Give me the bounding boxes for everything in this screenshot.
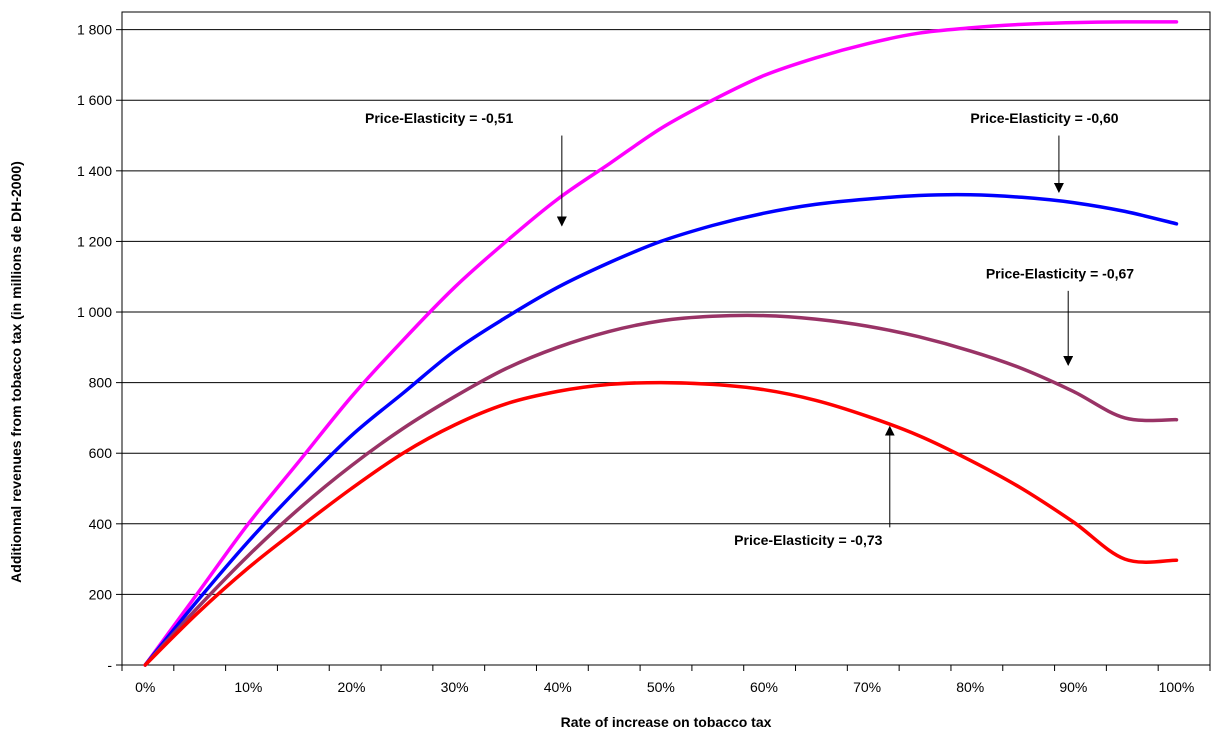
y-tick-label: 1 400 xyxy=(77,163,112,179)
y-tick-label: 400 xyxy=(89,516,113,532)
x-tick-label: 10% xyxy=(234,679,262,695)
annotation-label: Price-Elasticity = -0,51 xyxy=(365,110,513,126)
annotation-label: Price-Elasticity = -0,60 xyxy=(970,110,1118,126)
x-axis-ticks: 0% 10% 20% 30% 40% 50% 60% 70% 80% 90% 100% xyxy=(121,665,1211,695)
annotation-label: Price-Elasticity = -0,67 xyxy=(986,265,1134,281)
annotations: Price-Elasticity = -0,51 Price-Elasticity… xyxy=(365,110,1134,548)
x-tick-label: 70% xyxy=(853,679,881,695)
y-tick-label: 1 200 xyxy=(77,233,112,249)
x-tick-label: 40% xyxy=(544,679,572,695)
y-tick-label: - xyxy=(107,657,112,673)
y-tick-label: 200 xyxy=(89,586,113,602)
x-tick-label: 80% xyxy=(956,679,984,695)
x-tick-label: 60% xyxy=(750,679,778,695)
annotation-label: Price-Elasticity = -0,73 xyxy=(734,532,882,548)
series-lines xyxy=(143,20,1179,667)
x-tick-label: 0% xyxy=(135,679,155,695)
series-line-4 xyxy=(143,380,1179,667)
y-tick-label: 1 000 xyxy=(77,304,112,320)
y-tick-label: 1 800 xyxy=(77,22,112,38)
plot-area xyxy=(121,11,1211,666)
x-tick-label: 30% xyxy=(441,679,469,695)
y-axis-ticks: - 200 400 600 800 1 000 1 200 1 400 1 600 1 800 xyxy=(77,22,122,673)
x-axis-title: Rate of increase on tobacco tax xyxy=(561,714,772,730)
x-tick-label: 20% xyxy=(337,679,365,695)
x-tick-label: 50% xyxy=(647,679,675,695)
series-line-2 xyxy=(143,192,1179,667)
series-line-3 xyxy=(143,313,1179,667)
y-tick-label: 1 600 xyxy=(77,92,112,108)
y-tick-label: 600 xyxy=(89,445,113,461)
y-axis-title: Additionnal revenues from tobacco tax (i… xyxy=(8,161,24,583)
x-tick-label: 90% xyxy=(1059,679,1087,695)
x-tick-label: 100% xyxy=(1159,679,1195,695)
series-line-1 xyxy=(143,20,1179,667)
y-tick-label: 800 xyxy=(89,375,113,391)
